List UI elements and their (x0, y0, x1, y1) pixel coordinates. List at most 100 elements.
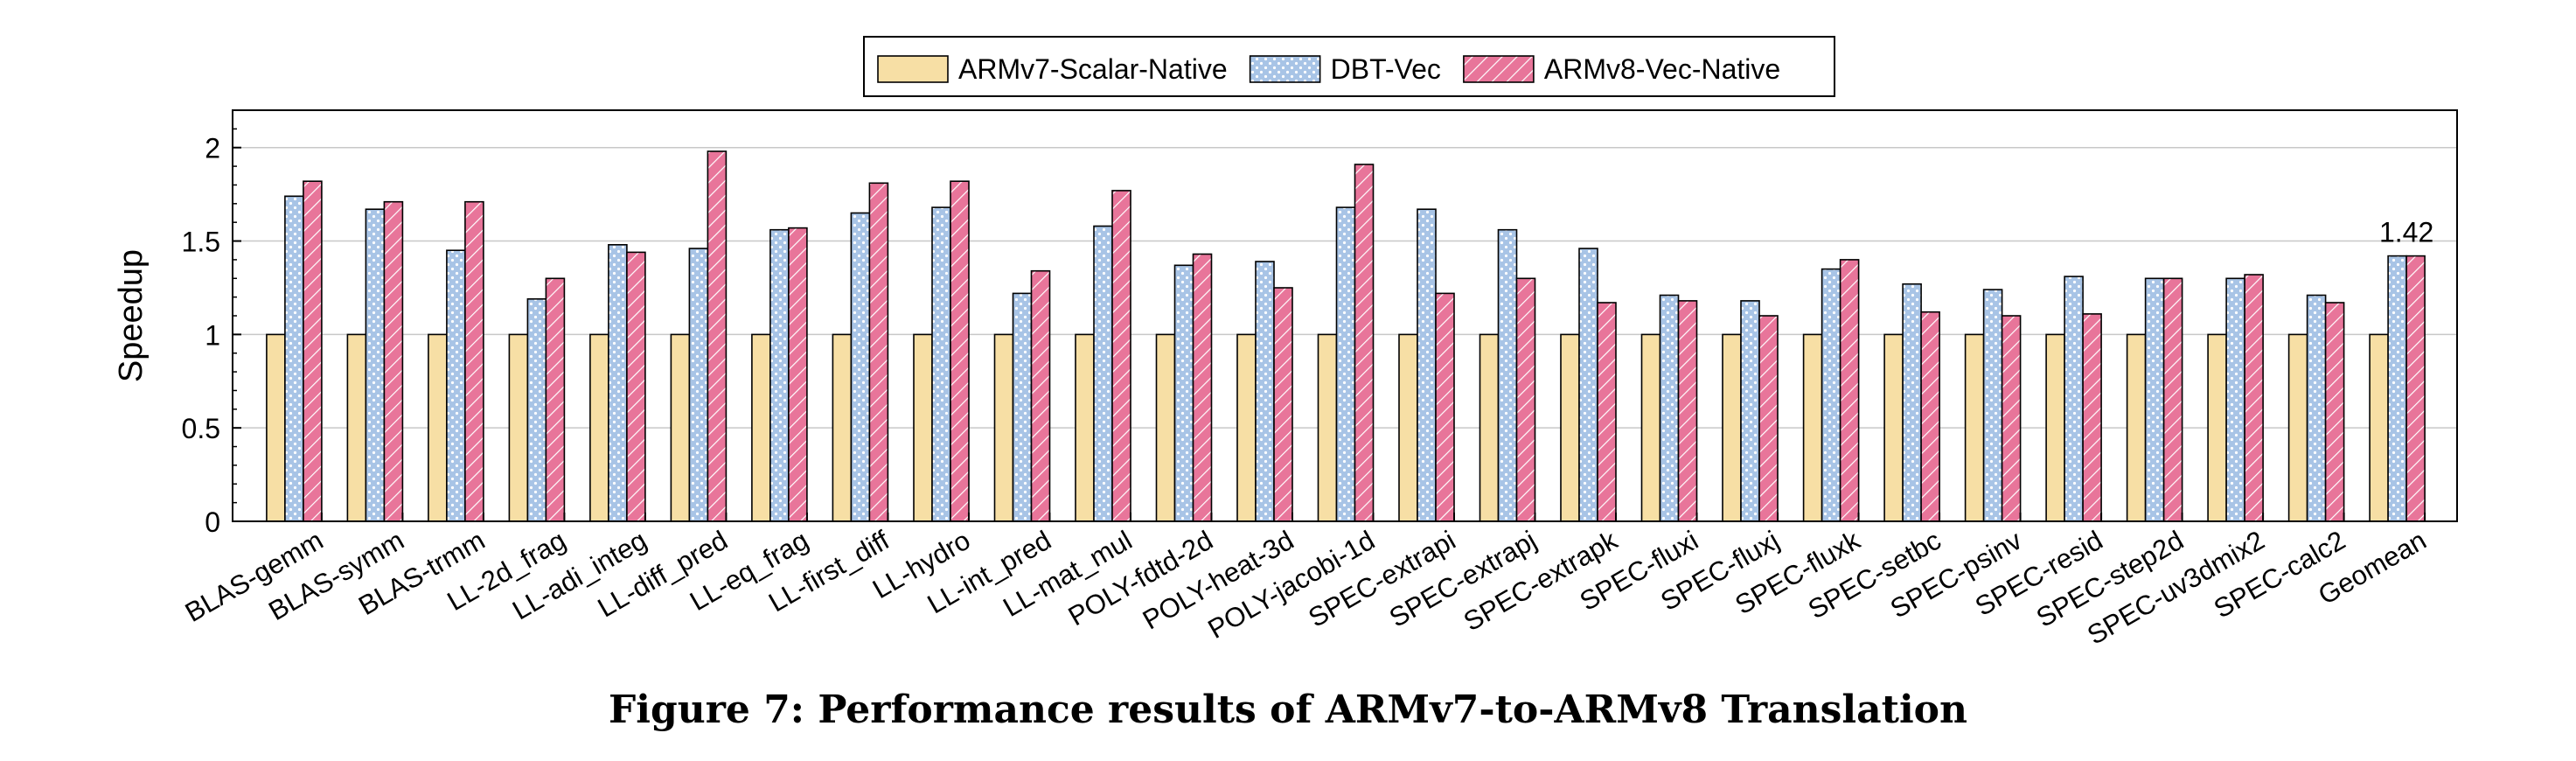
bar-dbt-vec-ll-adi-integ (608, 243, 628, 522)
bar-armv8-vec-native-poly-jacobi-1d (1354, 164, 1375, 522)
bar-dbt-vec-ll-hydro (931, 206, 951, 522)
bar-armv7-scalar-native-ll-eq-frag (751, 333, 771, 522)
bar-dbt-vec-blas-gemm (284, 195, 304, 522)
bar-armv8-vec-native-blas-symm (383, 200, 404, 522)
figure-caption: Figure 7: Performance results of ARMv7-t… (608, 688, 1968, 732)
bar-armv8-vec-native-blas-trmm (464, 200, 484, 522)
bar-armv7-scalar-native-spec-step2d (2126, 333, 2147, 522)
bar-dbt-vec-spec-resid (2064, 276, 2084, 522)
bar-armv8-vec-native-ll-first-diff (868, 182, 889, 522)
legend-label-armv8-vec-native: ARMv8-Vec-Native (1544, 53, 1780, 85)
bar-dbt-vec-geomean (2387, 255, 2407, 522)
bar-armv7-scalar-native-poly-fdtd-2d (1155, 333, 1176, 522)
bar-armv8-vec-native-spec-calc2 (2324, 302, 2345, 522)
bar-armv8-vec-native-geomean (2405, 255, 2426, 522)
bar-dbt-vec-spec-calc2 (2306, 294, 2327, 522)
bar-dbt-vec-spec-extrapj (1497, 228, 1518, 522)
y-axis: 0 0.5 1 1.5 2 (182, 128, 241, 538)
bar-armv8-vec-native-spec-fluxj (1758, 315, 1779, 522)
bar-armv8-vec-native-spec-resid (2082, 313, 2102, 522)
bar-armv8-vec-native-spec-setbc (1920, 311, 1940, 522)
bar-armv7-scalar-native-ll-mat-mul (1075, 333, 1095, 522)
legend-swatch-armv8-vec-native (1463, 55, 1535, 83)
bar-armv8-vec-native-poly-heat-3d (1273, 287, 1293, 522)
bar-armv7-scalar-native-ll-first-diff (832, 333, 853, 522)
bar-armv8-vec-native-spec-fluxk (1839, 259, 1860, 522)
bar-armv7-scalar-native-ll-diff-pred (670, 333, 691, 522)
bar-dbt-vec-ll-eq-frag (769, 228, 790, 522)
bar-dbt-vec-poly-heat-3d (1255, 261, 1275, 522)
bar-dbt-vec-spec-fluxk (1821, 268, 1841, 522)
bar-armv7-scalar-native-blas-symm (346, 333, 367, 522)
legend-frame (863, 36, 1835, 97)
y-tick-label: 0.5 (182, 413, 220, 444)
y-axis-label: Speedup (113, 249, 150, 382)
bar-armv7-scalar-native-poly-jacobi-1d (1317, 333, 1338, 522)
bar-armv8-vec-native-spec-extrapj (1515, 277, 1536, 522)
bar-dbt-vec-spec-fluxj (1740, 300, 1760, 522)
bar-armv7-scalar-native-geomean (2369, 333, 2389, 522)
bar-dbt-vec-spec-setbc (1902, 283, 1922, 522)
bar-armv8-vec-native-spec-uv3dmix2 (2244, 274, 2264, 522)
bar-armv7-scalar-native-spec-uv3dmix2 (2207, 333, 2227, 522)
bar-armv7-scalar-native-ll-hydro (913, 333, 933, 522)
legend-label-armv7-scalar-native: ARMv7-Scalar-Native (958, 53, 1228, 85)
bar-armv8-vec-native-ll-adi-integ (626, 251, 646, 522)
bar-dbt-vec-ll-diff-pred (688, 248, 709, 522)
annotations: 1.42 (2379, 217, 2433, 248)
bar-armv7-scalar-native-spec-setbc (1883, 333, 1904, 522)
bar-armv8-vec-native-poly-fdtd-2d (1192, 253, 1213, 522)
bar-dbt-vec-spec-extrapk (1578, 248, 1598, 522)
bar-dbt-vec-spec-psinv (1982, 289, 2003, 522)
bar-armv8-vec-native-ll-mat-mul (1111, 190, 1131, 522)
bar-dbt-vec-spec-extrapi (1417, 208, 1437, 522)
bar-armv8-vec-native-spec-fluxi (1677, 300, 1698, 522)
bar-dbt-vec-poly-jacobi-1d (1335, 206, 1356, 522)
y-tick-label: 1.5 (182, 227, 220, 258)
legend-swatch-dbt-vec (1249, 55, 1321, 83)
bar-armv8-vec-native-spec-extrapk (1597, 302, 1617, 522)
legend: ARMv7-Scalar-Native DBT-Vec ARMv8-Vec-Nati… (863, 36, 1835, 97)
legend-swatch-armv7-scalar-native (877, 55, 949, 83)
bar-armv8-vec-native-ll-hydro (950, 180, 970, 522)
bar-armv7-scalar-native-poly-heat-3d (1236, 333, 1257, 522)
bar-armv7-scalar-native-blas-trmm (428, 333, 448, 522)
data-label: 1.42 (2379, 217, 2433, 248)
bar-dbt-vec-spec-fluxi (1659, 294, 1680, 522)
bar-armv7-scalar-native-spec-fluxi (1640, 333, 1661, 522)
bar-dbt-vec-ll-first-diff (850, 212, 871, 522)
bar-armv7-scalar-native-spec-psinv (1964, 333, 1985, 522)
bar-armv8-vec-native-ll-diff-pred (707, 150, 728, 522)
bar-dbt-vec-ll-2d-frag (526, 297, 547, 522)
bar-armv7-scalar-native-spec-fluxk (1802, 333, 1823, 522)
bar-armv8-vec-native-spec-psinv (2001, 315, 2022, 522)
legend-label-dbt-vec: DBT-Vec (1331, 53, 1441, 85)
bar-armv7-scalar-native-spec-calc2 (2287, 333, 2308, 522)
x-axis: BLAS-gemmBLAS-symmBLAS-trmmLL-2d_fragLL-… (180, 513, 2432, 651)
y-tick-label: 2 (205, 133, 220, 164)
bar-dbt-vec-spec-step2d (2144, 277, 2165, 522)
y-tick-label: 1 (205, 319, 220, 351)
bar-armv8-vec-native-blas-gemm (303, 180, 323, 522)
bar-armv7-scalar-native-ll-2d-frag (508, 333, 529, 522)
speedup-bar-chart: 0 0.5 1 1.5 2 BLAS-gemmBLAS-symmBLAS-trmmLL-… (113, 36, 2458, 651)
bar-armv7-scalar-native-spec-fluxj (1722, 333, 1742, 522)
bar-armv8-vec-native-spec-step2d (2162, 277, 2183, 522)
bar-armv7-scalar-native-spec-extrapj (1479, 333, 1500, 522)
bar-dbt-vec-spec-uv3dmix2 (2225, 277, 2245, 522)
bar-armv7-scalar-native-ll-adi-integ (589, 333, 609, 522)
bar-armv8-vec-native-ll-2d-frag (545, 277, 566, 522)
bar-dbt-vec-ll-mat-mul (1093, 225, 1113, 522)
bar-dbt-vec-blas-trmm (446, 249, 466, 522)
bar-armv7-scalar-native-spec-extrapk (1560, 333, 1580, 522)
bar-armv7-scalar-native-spec-resid (2045, 333, 2065, 522)
bars (266, 150, 2426, 522)
bar-armv7-scalar-native-ll-int-pred (993, 333, 1014, 522)
y-tick-label: 0 (205, 506, 220, 538)
bar-dbt-vec-poly-fdtd-2d (1173, 264, 1194, 522)
bar-armv7-scalar-native-blas-gemm (266, 333, 286, 522)
bar-dbt-vec-ll-int-pred (1012, 292, 1033, 522)
bar-armv8-vec-native-ll-eq-frag (788, 227, 808, 522)
bar-dbt-vec-blas-symm (365, 208, 386, 522)
bar-armv8-vec-native-spec-extrapi (1435, 292, 1455, 522)
